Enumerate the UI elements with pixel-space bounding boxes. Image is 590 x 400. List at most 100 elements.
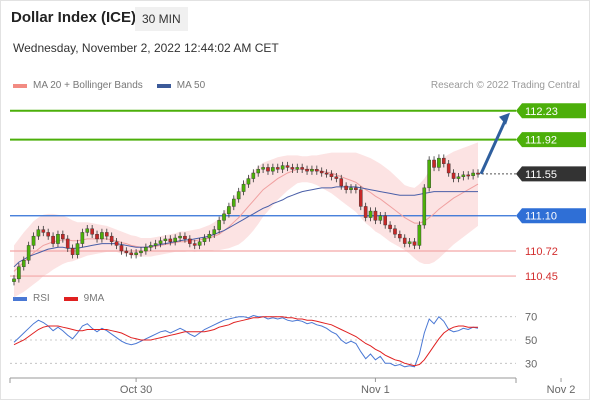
candle <box>109 232 114 246</box>
candle <box>393 225 397 238</box>
candle <box>368 207 373 222</box>
candle-body <box>305 169 309 172</box>
candle-body <box>192 243 197 246</box>
candle-body <box>202 237 207 242</box>
candle-body <box>437 157 441 168</box>
candle-body <box>315 169 319 172</box>
candle-body <box>80 232 85 244</box>
candle <box>412 238 417 250</box>
candle-body <box>153 243 158 246</box>
candle-body <box>339 178 344 187</box>
candle-body <box>275 167 280 170</box>
projection-arrow-head <box>499 112 510 125</box>
price-tag-label: 110.45 <box>525 271 558 283</box>
legend-swatch-9ma <box>63 296 78 301</box>
candle <box>36 225 41 240</box>
candle-body <box>12 278 16 282</box>
candle-body <box>95 234 99 240</box>
candle-body <box>471 172 475 176</box>
candle-body <box>70 248 75 255</box>
candle <box>188 235 192 248</box>
candle <box>134 249 138 259</box>
candle <box>61 230 65 243</box>
candle-body <box>75 243 80 255</box>
candle <box>90 225 94 238</box>
candle <box>437 154 441 172</box>
candle <box>56 230 60 248</box>
candle <box>456 173 461 183</box>
bollinger-band <box>14 142 478 298</box>
candle <box>275 163 280 173</box>
price-tag-label: 111.55 <box>525 169 557 181</box>
candle-body <box>90 228 94 235</box>
candle <box>349 184 353 194</box>
price-tag-label: 111.92 <box>525 135 557 147</box>
level-111.92: 111.92 <box>10 132 586 148</box>
candle <box>378 212 383 225</box>
candle-body <box>266 167 270 172</box>
legend-swatch-ma20 <box>13 83 27 88</box>
level-112.23: 112.23 <box>10 103 586 119</box>
candle-body <box>227 206 231 215</box>
candle-body <box>236 191 241 200</box>
candle <box>256 165 261 177</box>
x-tick-label: Nov 2 <box>547 384 576 396</box>
legend-swatch-ma50 <box>156 83 171 88</box>
candle-body <box>207 234 212 239</box>
candle-body <box>432 159 436 168</box>
candle-body <box>134 252 138 255</box>
candle-body <box>148 245 153 248</box>
level-110.72: 110.72 <box>10 246 558 258</box>
price-tag-label: 112.23 <box>525 106 558 118</box>
candle <box>285 161 290 172</box>
candle <box>329 170 334 181</box>
candle-body <box>129 252 134 255</box>
candle-body <box>144 247 148 252</box>
candle-body <box>368 210 373 218</box>
candle-body <box>334 176 339 179</box>
candle <box>70 244 75 259</box>
price-tag <box>516 166 586 182</box>
price-tag <box>516 208 586 224</box>
candle <box>173 234 177 246</box>
candle <box>168 235 173 246</box>
candle-body <box>65 238 70 249</box>
candle <box>295 163 300 173</box>
candle <box>461 171 466 181</box>
candle <box>144 243 148 255</box>
candle <box>305 165 309 175</box>
legend-item-rsi: RSI <box>13 293 50 304</box>
candle-body <box>363 206 368 218</box>
candle-body <box>358 189 363 207</box>
candle <box>339 174 344 190</box>
candle <box>471 169 475 180</box>
candle-body <box>56 234 60 244</box>
candle-body <box>256 169 261 174</box>
candle <box>358 186 363 211</box>
candle-body <box>31 235 36 246</box>
candle <box>46 228 50 240</box>
candle <box>417 221 422 250</box>
candle <box>231 195 236 211</box>
x-tick-label: Oct 30 <box>120 384 152 396</box>
candle-body <box>197 241 202 246</box>
candle <box>31 232 36 250</box>
candle-body <box>417 224 422 246</box>
candle-body <box>168 238 173 242</box>
candle-body <box>100 232 104 240</box>
candle <box>251 169 256 183</box>
candle-body <box>398 234 402 239</box>
level-110.45: 110.45 <box>10 271 558 283</box>
period-badge[interactable]: 30 MIN <box>135 7 188 31</box>
candle <box>222 210 226 225</box>
candle <box>26 241 31 264</box>
candle <box>139 247 143 257</box>
candle-body <box>163 238 168 241</box>
candle-body <box>231 198 236 207</box>
candle <box>442 154 446 168</box>
candle <box>300 163 304 173</box>
candle <box>212 225 217 238</box>
candle-body <box>173 237 177 242</box>
candle <box>271 163 275 175</box>
